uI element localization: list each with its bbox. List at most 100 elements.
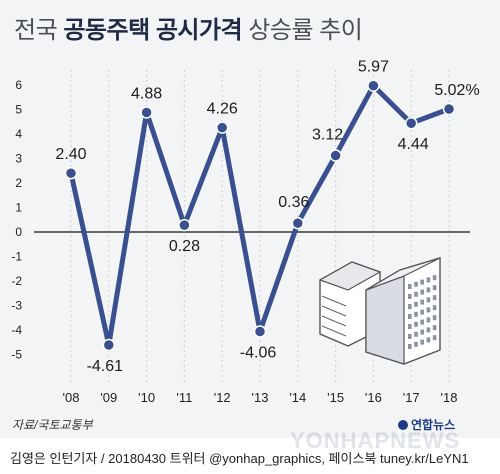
x-tick-label: '11: [176, 390, 192, 405]
chart-title: 전국 공동주택 공시가격 상승률 추이: [14, 10, 363, 45]
data-point: [64, 166, 78, 180]
building-window: [414, 331, 418, 337]
x-tick-label: '15: [327, 390, 344, 405]
x-tick-label: '10: [138, 390, 155, 405]
building-window: [408, 304, 412, 309]
x-tick-label: '08: [63, 390, 80, 405]
building-window: [420, 309, 424, 315]
main-building-side: [365, 275, 405, 365]
building-window: [426, 307, 431, 313]
x-tick-label: '16: [365, 390, 382, 405]
apartment-illustration: [318, 257, 441, 365]
building-window: [432, 335, 437, 341]
y-tick-label: 3: [15, 152, 22, 166]
building-window: [414, 291, 418, 297]
publisher-logo: 연합뉴스: [398, 416, 455, 433]
building-window: [408, 344, 412, 349]
building-window: [432, 325, 437, 331]
credit-line: 김영은 인턴기자 / 20180430 트위터 @yonhap_graphics…: [10, 451, 469, 466]
building-window: [426, 337, 431, 343]
data-label: -4.61: [87, 358, 124, 375]
building-window: [432, 305, 437, 311]
building-window: [414, 341, 418, 347]
data-point: [215, 121, 229, 134]
data-point: [291, 216, 305, 230]
building-window: [420, 289, 424, 295]
data-point: [404, 116, 418, 130]
title-part-2: 공동주택 공시가격: [63, 17, 243, 44]
y-tick-label: -1: [11, 250, 22, 264]
data-label: 2.40: [55, 146, 86, 163]
building-window: [432, 295, 437, 301]
x-tick-label: '17: [403, 390, 420, 405]
x-tick-label: '09: [100, 390, 117, 405]
building-window: [420, 299, 424, 305]
y-tick-label: 0: [15, 225, 22, 239]
building-window: [414, 281, 418, 287]
title-part-1: 전국: [14, 17, 64, 44]
data-label: 4.26: [207, 101, 238, 118]
x-tick-label: '13: [252, 390, 269, 405]
main-building-roof: [365, 257, 441, 291]
building-window: [414, 311, 418, 317]
building-window: [426, 327, 431, 333]
data-label: 0.28: [169, 238, 200, 255]
y-tick-label: -4: [11, 323, 22, 337]
data-label: 5.02%: [434, 82, 479, 99]
data-label: 4.88: [131, 85, 162, 102]
logo-mark-icon: [398, 420, 408, 430]
building-window: [408, 324, 412, 329]
building-window: [426, 297, 431, 303]
y-tick-label: 1: [15, 201, 22, 215]
building-window: [426, 317, 431, 323]
x-tick-label: '18: [441, 390, 458, 405]
logo-text: 연합뉴스: [411, 418, 456, 432]
y-tick-label: -5: [11, 348, 22, 362]
data-point: [367, 79, 380, 92]
y-tick-label: 2: [15, 176, 22, 190]
building-window: [420, 339, 424, 345]
building-window: [420, 319, 424, 325]
y-tick-label: -2: [11, 274, 22, 288]
y-tick-label: 6: [15, 78, 22, 92]
building-window: [408, 334, 412, 339]
building-window: [408, 294, 412, 299]
x-tick-label: '12: [214, 390, 231, 405]
building-window: [420, 329, 424, 335]
small-building-floor: [321, 325, 347, 337]
building-window: [414, 321, 418, 327]
data-point: [442, 102, 456, 116]
y-tick-label: 5: [15, 103, 22, 117]
small-building-roof: [318, 261, 382, 291]
building-window: [432, 285, 437, 291]
footer-bar: [0, 438, 500, 474]
data-point: [329, 149, 342, 162]
small-building-floor: [321, 315, 347, 327]
y-tick-label: 4: [15, 127, 22, 141]
watermark-text: YONHAPNEWS: [290, 428, 461, 453]
source-note: 자료/국토교통부: [12, 418, 93, 432]
data-label: 4.44: [398, 136, 429, 153]
data-point: [178, 218, 191, 232]
data-point: [102, 338, 116, 352]
data-label: 5.97: [358, 59, 389, 76]
building-window: [408, 284, 412, 289]
title-part-3: 상승률 추이: [242, 17, 363, 44]
small-building-floor: [321, 305, 347, 317]
data-point: [140, 106, 153, 119]
data-label: -4.06: [240, 344, 277, 361]
building-window: [420, 279, 424, 285]
data-label: 3.12: [312, 127, 343, 144]
y-tick-label: -3: [11, 299, 22, 313]
building-window: [414, 301, 418, 307]
data-label: 0.36: [278, 194, 309, 211]
building-window: [408, 314, 412, 319]
building-window: [432, 275, 437, 281]
x-tick-label: '14: [289, 390, 306, 405]
building-window: [426, 287, 431, 293]
building-window: [432, 315, 437, 321]
small-building-floor: [321, 295, 347, 307]
building-window: [426, 277, 431, 283]
data-point: [253, 325, 267, 338]
